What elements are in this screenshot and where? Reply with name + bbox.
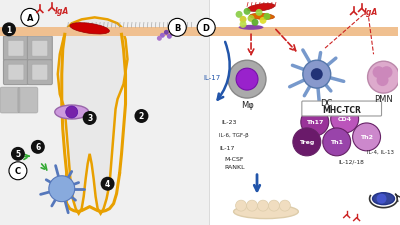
FancyBboxPatch shape bbox=[0, 0, 209, 225]
Circle shape bbox=[303, 61, 331, 89]
Circle shape bbox=[2, 23, 16, 37]
Circle shape bbox=[353, 123, 380, 151]
FancyBboxPatch shape bbox=[18, 88, 38, 113]
Circle shape bbox=[197, 19, 215, 37]
FancyBboxPatch shape bbox=[8, 41, 24, 57]
Circle shape bbox=[236, 69, 258, 91]
Circle shape bbox=[244, 9, 250, 16]
Circle shape bbox=[260, 18, 266, 25]
Text: A: A bbox=[27, 14, 33, 23]
Circle shape bbox=[264, 14, 270, 21]
Circle shape bbox=[376, 194, 386, 204]
Circle shape bbox=[228, 61, 266, 99]
Circle shape bbox=[9, 162, 27, 180]
Circle shape bbox=[101, 177, 114, 191]
Text: Th2: Th2 bbox=[360, 135, 373, 140]
Circle shape bbox=[311, 69, 323, 81]
Text: C: C bbox=[15, 166, 21, 176]
FancyBboxPatch shape bbox=[8, 65, 24, 81]
Circle shape bbox=[248, 16, 254, 23]
Text: IL-17: IL-17 bbox=[204, 75, 221, 81]
Circle shape bbox=[301, 108, 329, 136]
Text: IL-6, TGF-β: IL-6, TGF-β bbox=[219, 133, 249, 138]
Circle shape bbox=[236, 12, 242, 19]
Circle shape bbox=[236, 200, 246, 211]
Text: MHC-TCR: MHC-TCR bbox=[322, 105, 361, 114]
Text: IgA: IgA bbox=[55, 7, 69, 16]
FancyBboxPatch shape bbox=[32, 65, 48, 81]
Circle shape bbox=[368, 62, 400, 94]
FancyBboxPatch shape bbox=[0, 88, 20, 113]
FancyBboxPatch shape bbox=[27, 37, 52, 61]
Ellipse shape bbox=[234, 205, 298, 219]
Circle shape bbox=[372, 67, 384, 79]
Text: 4: 4 bbox=[105, 179, 110, 188]
Circle shape bbox=[157, 37, 162, 42]
Circle shape bbox=[168, 19, 186, 37]
FancyBboxPatch shape bbox=[32, 41, 48, 57]
Circle shape bbox=[31, 140, 45, 154]
Text: 2: 2 bbox=[139, 112, 144, 121]
FancyBboxPatch shape bbox=[27, 61, 52, 85]
Circle shape bbox=[240, 22, 246, 29]
Circle shape bbox=[258, 200, 268, 211]
Circle shape bbox=[268, 200, 280, 211]
Text: CD4: CD4 bbox=[338, 117, 352, 122]
Text: RANKL: RANKL bbox=[224, 164, 245, 169]
FancyBboxPatch shape bbox=[4, 37, 28, 61]
Ellipse shape bbox=[70, 24, 109, 35]
Circle shape bbox=[160, 34, 165, 39]
Text: 1: 1 bbox=[6, 26, 12, 35]
Circle shape bbox=[331, 106, 359, 133]
Text: IL-12/-18: IL-12/-18 bbox=[339, 159, 364, 164]
Polygon shape bbox=[58, 18, 128, 214]
Circle shape bbox=[83, 112, 97, 125]
Text: DC: DC bbox=[320, 98, 333, 107]
Circle shape bbox=[252, 20, 258, 27]
FancyBboxPatch shape bbox=[209, 0, 398, 225]
Circle shape bbox=[323, 128, 351, 156]
Circle shape bbox=[170, 32, 175, 37]
Ellipse shape bbox=[372, 193, 394, 205]
Circle shape bbox=[66, 107, 78, 118]
Text: Th1: Th1 bbox=[330, 140, 343, 145]
Circle shape bbox=[134, 110, 148, 123]
Text: Treg: Treg bbox=[299, 140, 314, 145]
FancyBboxPatch shape bbox=[209, 28, 398, 37]
Text: PMN: PMN bbox=[374, 94, 393, 103]
Circle shape bbox=[376, 75, 388, 87]
Circle shape bbox=[164, 31, 169, 36]
Text: 5: 5 bbox=[15, 150, 20, 159]
Ellipse shape bbox=[55, 106, 89, 119]
FancyBboxPatch shape bbox=[4, 61, 28, 85]
FancyBboxPatch shape bbox=[0, 28, 209, 37]
Ellipse shape bbox=[250, 14, 274, 20]
Circle shape bbox=[11, 147, 25, 161]
Circle shape bbox=[49, 176, 75, 202]
Circle shape bbox=[256, 10, 262, 17]
Text: 6: 6 bbox=[35, 143, 40, 152]
Circle shape bbox=[167, 35, 172, 40]
Circle shape bbox=[246, 200, 258, 211]
Text: IgA: IgA bbox=[364, 8, 378, 17]
Text: Th17: Th17 bbox=[306, 120, 324, 125]
Circle shape bbox=[240, 17, 246, 24]
Circle shape bbox=[380, 67, 392, 79]
Text: D: D bbox=[203, 24, 210, 33]
Ellipse shape bbox=[238, 26, 264, 31]
Text: IL-17: IL-17 bbox=[219, 146, 234, 151]
Circle shape bbox=[293, 128, 321, 156]
Text: M-CSF: M-CSF bbox=[224, 157, 244, 162]
Text: Mφ: Mφ bbox=[241, 100, 254, 109]
Text: 3: 3 bbox=[87, 114, 92, 123]
Circle shape bbox=[280, 200, 290, 211]
FancyBboxPatch shape bbox=[302, 102, 382, 117]
Text: IL-4, IL-13: IL-4, IL-13 bbox=[366, 149, 394, 154]
Text: B: B bbox=[174, 24, 180, 33]
Text: IL-23: IL-23 bbox=[221, 120, 237, 125]
Ellipse shape bbox=[247, 4, 275, 12]
Circle shape bbox=[21, 9, 39, 27]
